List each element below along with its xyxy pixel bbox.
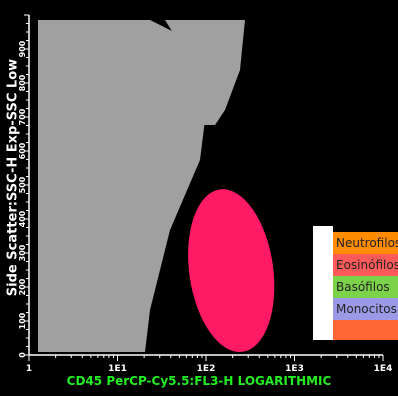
y-tick-label: 800: [18, 74, 27, 91]
series-neutrofilos: [38, 20, 245, 352]
data-points: [38, 20, 275, 353]
y-tick-label: 500: [18, 176, 27, 193]
x-tick-label: 1E2: [197, 364, 216, 374]
y-tick-label: 400: [18, 210, 27, 227]
legend-item-monocitos[interactable]: Monocitos: [333, 298, 398, 320]
y-tick-label: 600: [18, 142, 27, 159]
y-tick-label: 0: [18, 352, 27, 358]
y-tick-label: 100: [18, 312, 27, 329]
legend-item-basofilos[interactable]: Basófilos: [333, 276, 398, 298]
legend-item-extra[interactable]: [333, 320, 398, 340]
x-tick-label: 1E3: [285, 364, 304, 374]
axes: 1 1E1 1E2 1E3 1E4 0 100 200 300 400 500 600 700 800 90…: [18, 14, 393, 374]
y-tick-label: 300: [18, 244, 27, 261]
legend: Neutrofilos Eosinófilos Basófilos Monoci…: [313, 226, 398, 340]
x-tick-label: 1E4: [374, 364, 393, 374]
y-axis-label: Side Scatter:SSC-H Exp-SSC Low: [5, 58, 21, 297]
y-tick-label: 200: [18, 278, 27, 295]
legend-item-neutrofilos[interactable]: Neutrofilos: [333, 232, 398, 254]
y-tick-label: 700: [18, 108, 27, 125]
x-tick-label: 1: [26, 364, 32, 374]
x-axis-label: CD45 PerCP-Cy5.5:FL3-H LOGARITHMIC: [66, 374, 332, 388]
x-tick-label: 1E1: [108, 364, 127, 374]
y-tick-label: 900: [18, 40, 27, 57]
legend-item-eosinofilos[interactable]: Eosinófilos: [333, 254, 398, 276]
legend-spacer: [313, 226, 333, 340]
series-eosinofilos: [188, 189, 275, 353]
